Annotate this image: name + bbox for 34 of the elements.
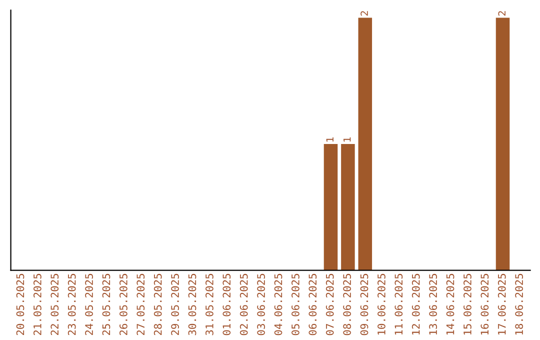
x-tick-label: 13.06.2025 bbox=[429, 274, 438, 335]
x-tick-label: 07.06.2025 bbox=[326, 274, 334, 336]
x-tick-label: 11.06.2025 bbox=[394, 274, 403, 335]
x-tick-label: 08.06.2025 bbox=[343, 274, 351, 336]
x-tick-label: 17.06.2025 bbox=[498, 274, 506, 335]
x-tick-label: 03.06.2025 bbox=[257, 274, 265, 336]
x-tick-label: 05.06.2025 bbox=[292, 274, 300, 336]
x-tick-label: 02.06.2025 bbox=[240, 274, 248, 336]
x-tick-label: 15.06.2025 bbox=[464, 274, 472, 335]
x-tick-label: 28.05.2025 bbox=[154, 274, 162, 336]
x-tick-label: 04.06.2025 bbox=[274, 274, 282, 336]
x-tick-label: 21.05.2025 bbox=[33, 274, 42, 336]
x-tick-label: 09.06.2025 bbox=[360, 274, 368, 336]
x-tick-label: 06.06.2025 bbox=[308, 274, 317, 336]
x-tick-label: 14.06.2025 bbox=[446, 274, 454, 335]
x-tick-label: 12.06.2025 bbox=[412, 274, 420, 335]
x-tick-label: 01.06.2025 bbox=[222, 274, 231, 336]
data-label: 2 bbox=[498, 11, 506, 16]
x-tick-label: 10.06.2025 bbox=[378, 274, 386, 335]
data-label: 1 bbox=[344, 137, 351, 142]
x-tick-label: 29.05.2025 bbox=[171, 274, 179, 336]
x-tick-label: 20.05.2025 bbox=[16, 274, 24, 336]
x-tick-label: 30.05.2025 bbox=[188, 274, 196, 336]
x-tick-label: 18.06.2025 bbox=[515, 274, 524, 335]
x-tick-label: 23.05.2025 bbox=[68, 274, 76, 336]
x-tick-label: 31.05.2025 bbox=[206, 274, 214, 336]
x-tick-label: 16.06.2025 bbox=[480, 274, 489, 335]
data-label: 1 bbox=[326, 137, 334, 142]
x-tick-label: 25.05.2025 bbox=[102, 274, 110, 336]
x-tick-label: 26.05.2025 bbox=[120, 274, 128, 336]
x-tick-label: 27.05.2025 bbox=[136, 274, 145, 336]
data-label: 2 bbox=[360, 11, 368, 16]
x-tick-label: 24.05.2025 bbox=[85, 274, 93, 336]
x-tick-label: 22.05.2025 bbox=[50, 274, 59, 336]
